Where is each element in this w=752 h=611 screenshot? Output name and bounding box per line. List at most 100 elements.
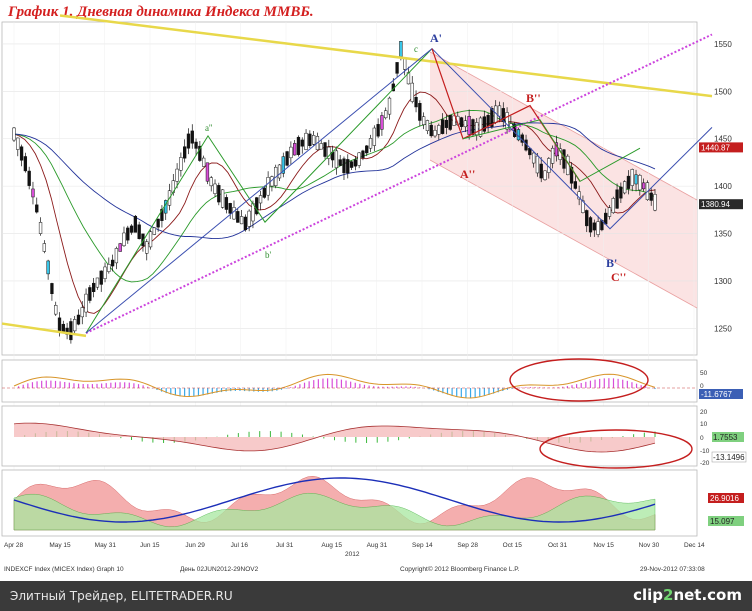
osc2-line	[13, 422, 656, 453]
price-tag-2: 1380.94	[699, 199, 743, 210]
candle	[186, 128, 191, 155]
candle	[611, 196, 615, 214]
logo-part-c: net.com	[673, 586, 742, 604]
price-tag-2-label: 1380.94	[701, 200, 730, 209]
osc3-value-label-1: 26.9016	[710, 494, 739, 503]
candle	[103, 262, 107, 283]
candle	[217, 182, 221, 206]
logo-part-a: clip	[633, 586, 663, 604]
candle	[365, 145, 369, 157]
candle	[573, 175, 577, 190]
osc1-tick-50: 50	[700, 370, 708, 377]
osc3-line	[13, 477, 656, 523]
osc3-area-green	[13, 492, 656, 531]
candle	[539, 157, 543, 183]
x-tick-label: Jul 31	[276, 542, 294, 549]
candle	[69, 318, 73, 344]
wave-label-b-double: B''	[526, 91, 541, 105]
candle	[145, 239, 149, 261]
chart-title: График 1. Дневная динамика Индекса ММВБ.	[7, 4, 314, 20]
candle	[361, 149, 365, 161]
osc3-value-label-2: 15.097	[710, 517, 735, 526]
candle	[387, 96, 392, 120]
candle	[156, 218, 160, 232]
candle	[440, 113, 445, 135]
osc1-tick-0: 0	[700, 383, 704, 390]
x-tick-label: Sep 14	[412, 542, 433, 549]
candle	[630, 168, 634, 192]
candle	[209, 175, 213, 192]
price-panel	[1, 21, 698, 356]
osc2-value-tag-2	[711, 451, 747, 463]
candle	[550, 145, 555, 169]
candle	[31, 181, 35, 205]
footer-date: 29-Nov-2012 07:33:08	[640, 566, 705, 573]
candle	[323, 141, 327, 159]
chart-canvas: График 1. Дневная динамика Индекса ММВБ.…	[1, 4, 747, 573]
candle	[35, 197, 39, 214]
candle	[304, 129, 308, 151]
candle	[516, 127, 521, 142]
candle	[569, 162, 574, 191]
candle	[543, 170, 547, 181]
candle	[205, 162, 210, 185]
channel-upper-line	[429, 51, 698, 201]
y-tick-label: 1350	[714, 230, 732, 239]
candle	[266, 171, 270, 201]
candle	[141, 233, 145, 252]
x-tick-label: Apr 28	[4, 542, 24, 549]
osc2-tick-20: 20	[700, 409, 708, 416]
candle	[179, 152, 183, 177]
candle	[554, 135, 559, 162]
candle	[80, 301, 84, 325]
wave-label-a-prime: A'	[430, 31, 442, 45]
price-tag-1: 1440.87	[699, 142, 743, 153]
candle	[42, 240, 46, 254]
candle	[160, 205, 164, 228]
source-site-text: Элитный Трейдер, ELITETRADER.RU	[10, 589, 233, 603]
osc2-value-label-2: -13.1496	[713, 453, 745, 462]
y-tick-label: 1300	[714, 277, 732, 286]
candle	[444, 114, 449, 135]
candle	[497, 101, 502, 123]
osc2-tick-10: 10	[700, 421, 708, 428]
wave-label-b-prime: B'	[606, 256, 617, 270]
candle	[46, 259, 50, 280]
candle	[588, 216, 593, 237]
candle	[410, 76, 414, 104]
candle	[16, 137, 20, 157]
wave-label-b-small: b'	[265, 250, 272, 260]
trendline-magenta	[85, 33, 713, 334]
wave-label-c-double: C''	[611, 270, 626, 284]
candle	[84, 288, 88, 317]
wave-label-a-double: A''	[460, 167, 475, 181]
wave-label-a-small: a''	[205, 123, 213, 133]
candle	[372, 125, 376, 152]
candle	[12, 127, 16, 142]
oscillator-panel-1	[1, 359, 698, 403]
candle	[626, 170, 631, 195]
candle	[653, 189, 657, 212]
osc2-tick-minus20: -20	[700, 460, 710, 467]
candle	[349, 160, 354, 170]
candle	[338, 154, 342, 167]
footer-left: INDEXCF Index (MICEX Index) Graph 10	[4, 566, 124, 573]
channel-lower-line	[429, 159, 698, 309]
x-tick-label: Jul 16	[231, 542, 249, 549]
candle	[126, 225, 130, 244]
candle	[118, 242, 122, 252]
x-tick-label: Oct 15	[503, 542, 523, 549]
candle	[183, 139, 187, 163]
candle	[308, 130, 312, 149]
y-tick-label: 1550	[714, 40, 732, 49]
x-tick-label: Sep 28	[457, 542, 478, 549]
candle	[50, 282, 54, 301]
candle	[459, 116, 464, 131]
candle	[133, 214, 138, 233]
y-tick-label: 1400	[714, 182, 732, 191]
highlight-ellipse-2	[539, 429, 693, 469]
candle	[228, 202, 232, 219]
x-tick-label: Aug 31	[367, 542, 388, 549]
candle	[281, 152, 285, 178]
